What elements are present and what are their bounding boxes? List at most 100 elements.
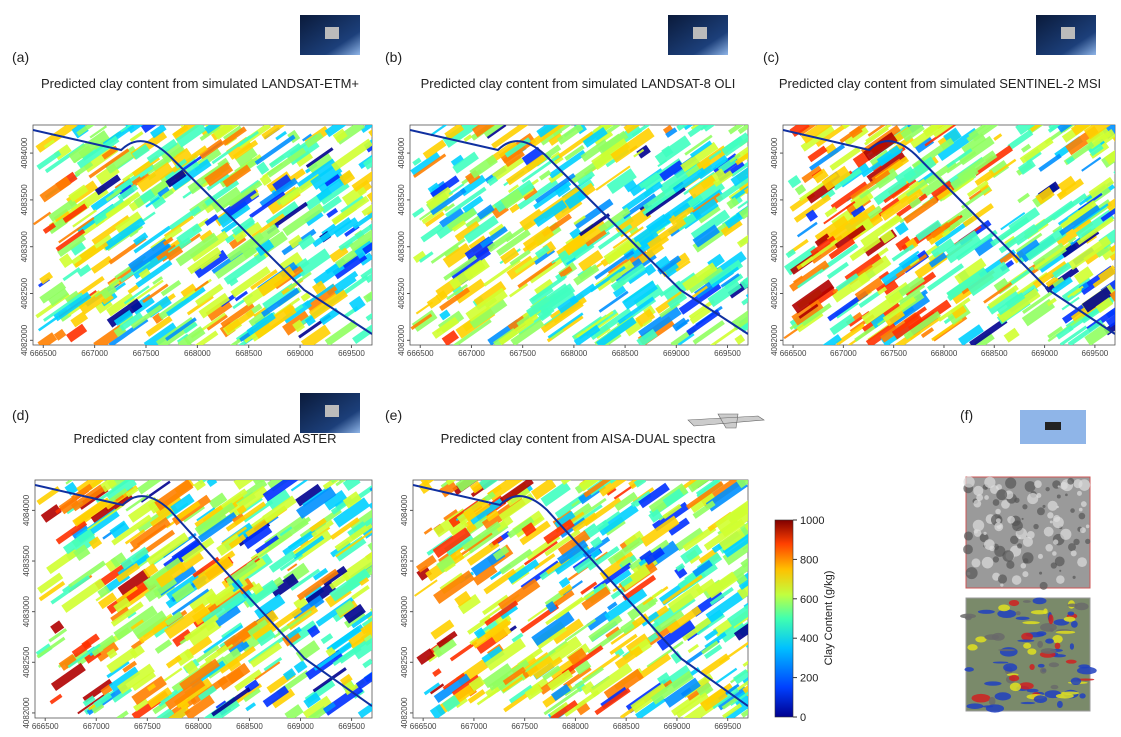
field [146,532,190,566]
field [183,505,206,523]
field [196,507,216,522]
field [900,125,925,142]
x-tick-label: 669000 [287,349,314,358]
x-tick-label: 668500 [613,722,640,731]
field [222,647,242,666]
field [957,135,995,166]
field [253,306,268,318]
field [234,669,263,692]
field [292,535,325,560]
field [137,480,174,495]
field [1016,228,1039,246]
colorbar [774,519,794,718]
field [330,517,360,540]
field [195,644,220,663]
class-patch [1076,666,1097,675]
field [312,567,329,581]
field [621,280,658,310]
field [743,583,748,610]
field [603,238,636,265]
field [564,189,587,210]
map-raster [33,125,372,345]
field [237,130,259,148]
class-patch [999,647,1018,657]
texture [1024,481,1036,492]
field [551,683,571,702]
field [89,125,108,139]
texture [1022,536,1033,547]
field [453,319,492,345]
field [70,311,89,328]
field [687,643,699,654]
y-tick-label: 4083000 [770,231,779,263]
field [1105,195,1115,212]
field [801,165,823,184]
field [891,244,915,262]
field [904,306,927,325]
field [338,169,356,186]
field [352,208,372,230]
field [433,570,475,605]
field [730,298,748,331]
field [667,583,705,614]
field [416,648,436,666]
field [165,317,197,341]
field [508,625,517,633]
field [585,229,607,247]
field [62,203,88,224]
field [734,148,748,166]
field [984,158,1017,183]
field [166,286,206,317]
field [785,248,796,259]
field [129,131,144,143]
field [181,537,215,564]
class-patch [1009,682,1022,692]
panel-label: (b) [385,49,402,65]
field [487,480,526,502]
field [870,313,888,329]
field [343,603,366,624]
field [342,480,361,492]
field [636,653,672,681]
field [708,259,744,288]
field [429,683,445,695]
field [304,283,340,313]
field [98,592,118,610]
field [509,282,529,298]
texture [973,485,984,496]
field [705,688,728,706]
field [659,160,685,182]
field [47,217,68,235]
field [733,615,748,641]
field [232,228,248,243]
field [543,687,582,716]
drone-body [1045,422,1061,430]
field [68,130,110,164]
field [362,658,372,669]
x-tick-label: 668500 [612,349,639,358]
field [1067,285,1084,299]
field [175,158,188,169]
field [48,628,68,643]
field [490,623,512,643]
field [667,517,690,536]
class-patch [1065,659,1077,664]
field [705,480,748,512]
field [737,190,748,209]
y-tick-label: 4082500 [400,646,409,678]
field [574,660,592,675]
field [263,657,283,672]
field [606,168,637,195]
field [612,285,627,298]
field [894,221,909,236]
field [431,316,460,339]
field [677,333,695,345]
field [174,648,194,667]
texture [1012,520,1023,532]
field [204,644,229,663]
field [203,624,244,655]
field [1088,176,1115,199]
field [61,578,106,613]
satellite-body [325,27,339,39]
field [310,162,343,190]
